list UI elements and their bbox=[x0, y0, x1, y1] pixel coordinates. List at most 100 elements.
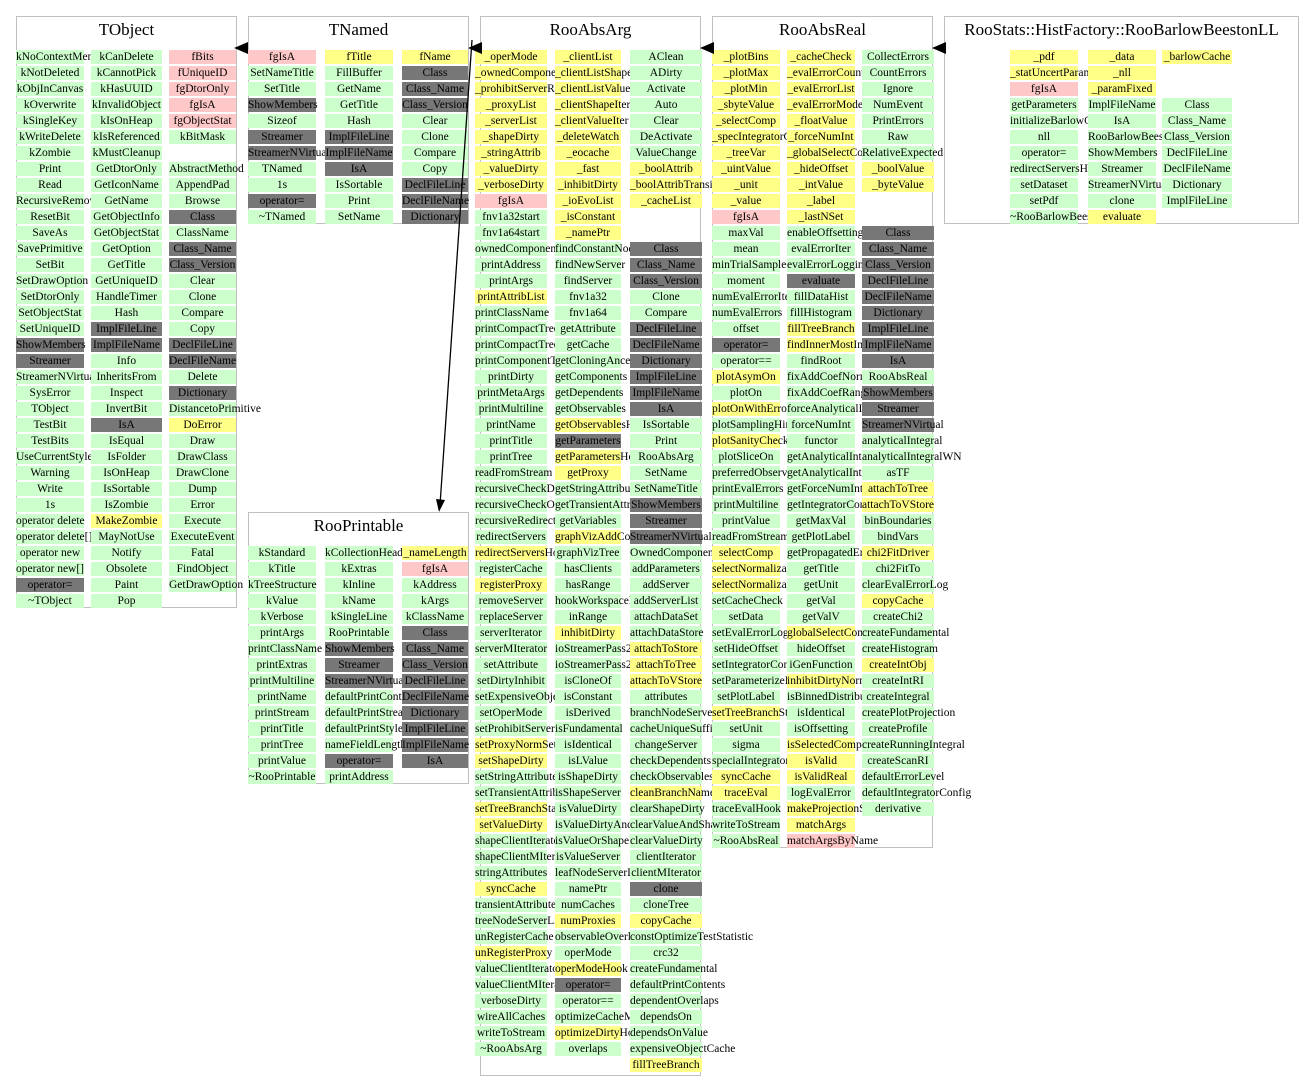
member-rooprintable: printExtras bbox=[248, 658, 316, 672]
member-roobarlow: initializeBarlowCache bbox=[1010, 114, 1113, 128]
member-tobject: ~TObject bbox=[16, 594, 84, 608]
member-rooabsarg: _serverList bbox=[475, 114, 547, 128]
member-rooprintable: defaultPrintStream bbox=[325, 706, 412, 720]
member-rooabsarg: fnv1a64 bbox=[555, 306, 621, 320]
member-rooabsarg: isValueDirty bbox=[555, 802, 621, 816]
member-tobject: kSingleKey bbox=[16, 114, 84, 128]
member-rooabsreal: setParameterizeIntegral bbox=[712, 674, 821, 688]
member-rooabsreal: CollectErrors bbox=[862, 50, 934, 64]
member-rooabsarg: Class_Name bbox=[630, 258, 702, 272]
member-rooabsreal: _plotMax bbox=[712, 66, 780, 80]
member-rooabsarg: inRange bbox=[555, 610, 621, 624]
member-rooabsarg: operMode bbox=[555, 946, 621, 960]
member-rooabsreal: asTF bbox=[862, 466, 934, 480]
member-rooprintable: kVerbose bbox=[248, 610, 316, 624]
member-tobject: DeclFileLine bbox=[169, 338, 236, 352]
member-tobject: operator delete bbox=[16, 514, 85, 528]
member-rooabsarg: writeToStream bbox=[475, 1026, 547, 1040]
member-tobject: operator delete[] bbox=[16, 530, 93, 544]
member-tobject: Paint bbox=[91, 578, 162, 592]
member-roobarlow: nll bbox=[1010, 130, 1078, 144]
member-rooabsarg: ioStreamerPass2Finalize bbox=[555, 658, 669, 672]
member-rooabsreal: _sbyteValue bbox=[712, 98, 780, 112]
member-rooabsreal: createPlotProjection bbox=[862, 706, 956, 720]
member-rooprintable: Dictionary bbox=[402, 706, 468, 720]
member-rooabsarg: DeclFileName bbox=[630, 338, 702, 352]
member-tobject: DistancetoPrimitive bbox=[169, 402, 261, 416]
member-rooabsarg: getProxy bbox=[555, 466, 621, 480]
member-rooabsreal: clearEvalErrorLog bbox=[862, 578, 949, 592]
member-rooabsarg: ImplFileLine bbox=[630, 370, 702, 384]
member-rooabsreal: createIntObj bbox=[862, 658, 934, 672]
member-tnamed: Streamer bbox=[248, 130, 316, 144]
member-rooabsarg: printAddress bbox=[475, 258, 547, 272]
member-tnamed: Hash bbox=[325, 114, 393, 128]
member-rooabsreal: ImplFileName bbox=[862, 338, 934, 352]
member-rooabsreal: operator== bbox=[712, 354, 780, 368]
member-rooabsarg: Class bbox=[630, 242, 702, 256]
member-rooabsarg: cacheUniqueSuffix bbox=[630, 722, 719, 736]
member-rooabsreal: RelativeExpected bbox=[862, 146, 944, 160]
member-tnamed: Clone bbox=[402, 130, 468, 144]
member-rooabsarg: printTitle bbox=[475, 434, 547, 448]
member-rooabsarg: findNewServer bbox=[555, 258, 626, 272]
member-rooprintable: ImplFileName bbox=[402, 738, 470, 752]
member-rooabsarg: Clear bbox=[630, 114, 702, 128]
member-roobarlow: fgIsA bbox=[1010, 82, 1078, 96]
member-rooabsreal: getAnalyticalIntegralWN bbox=[787, 466, 904, 480]
member-rooabsreal: createHistogram bbox=[862, 642, 938, 656]
member-rooabsarg: ADirty bbox=[630, 66, 702, 80]
member-roobarlow: operator= bbox=[1010, 146, 1078, 160]
member-rooabsarg: attachDataStore bbox=[630, 626, 704, 640]
member-rooprintable: printClassName bbox=[248, 642, 323, 656]
member-tobject: kObjInCanvas bbox=[16, 82, 84, 96]
member-rooabsreal: _specIntegratorConfig bbox=[712, 130, 816, 144]
member-rooprintable: ~RooPrintable bbox=[248, 770, 316, 784]
member-tobject: ShowMembers bbox=[16, 338, 86, 352]
member-rooabsreal: evalErrorIter bbox=[787, 242, 855, 256]
member-rooabsarg: getComponents bbox=[555, 370, 628, 384]
member-rooabsarg: registerProxy bbox=[475, 578, 547, 592]
member-tobject: Compare bbox=[169, 306, 236, 320]
member-rooabsreal: makeProjectionSet bbox=[787, 802, 874, 816]
member-rooabsreal: createScanRI bbox=[862, 754, 934, 768]
member-rooabsarg: treeNodeServerList bbox=[475, 914, 566, 928]
member-tnamed: ImplFileName bbox=[325, 146, 393, 160]
member-rooabsreal: setEvalErrorLoggingMode bbox=[712, 626, 836, 640]
member-rooabsarg: _clientValueIter bbox=[555, 114, 629, 128]
member-tnamed: Clear bbox=[402, 114, 468, 128]
member-rooabsarg: observableOverlaps bbox=[555, 930, 647, 944]
member-rooabsreal: Streamer bbox=[862, 402, 934, 416]
member-rooabsreal: NumEvent bbox=[862, 98, 934, 112]
member-rooabsreal: _forceNumInt bbox=[787, 130, 855, 144]
member-rooabsreal: _boolValue bbox=[862, 162, 934, 176]
member-tobject: Obsolete bbox=[91, 562, 162, 576]
member-rooabsarg: graphVizTree bbox=[555, 546, 621, 560]
member-tobject: Browse bbox=[169, 194, 236, 208]
member-rooabsarg: expensiveObjectCache bbox=[630, 1042, 736, 1056]
member-rooabsarg: isCloneOf bbox=[555, 674, 621, 688]
member-rooabsreal: inhibitDirtyNormalization bbox=[787, 674, 908, 688]
member-tobject: MayNotUse bbox=[91, 530, 162, 544]
member-roobarlow: Class_Name bbox=[1162, 114, 1232, 128]
member-rooabsreal: fillTreeBranch bbox=[787, 322, 855, 336]
member-roobarlow: redirectServersHook bbox=[1010, 162, 1106, 176]
member-rooabsarg: fnv1a64start bbox=[475, 226, 547, 240]
member-rooabsarg: setTreeBranchStatus bbox=[475, 802, 570, 816]
member-rooabsarg: checkObservables bbox=[630, 770, 714, 784]
member-roobarlow: _statUncertParams bbox=[1010, 66, 1097, 80]
member-rooabsarg: Auto bbox=[630, 98, 702, 112]
member-rooabsreal: binBoundaries bbox=[862, 514, 934, 528]
member-rooabsarg: attributes bbox=[630, 690, 702, 704]
member-rooabsarg: getObservablesHook bbox=[555, 418, 652, 432]
member-rooabsarg: setTransientAttribute bbox=[475, 786, 573, 800]
member-tnamed: Dictionary bbox=[402, 210, 468, 224]
member-rooabsarg: getDependents bbox=[555, 386, 624, 400]
member-rooabsreal: bindVars bbox=[862, 530, 934, 544]
member-rooabsarg: inhibitDirty bbox=[555, 626, 621, 640]
member-tnamed: fgIsA bbox=[248, 50, 316, 64]
member-rooprintable: defaultPrintContents bbox=[325, 690, 421, 704]
member-rooabsreal: selectComp bbox=[712, 546, 780, 560]
member-rooabsreal: plotOn bbox=[712, 386, 780, 400]
